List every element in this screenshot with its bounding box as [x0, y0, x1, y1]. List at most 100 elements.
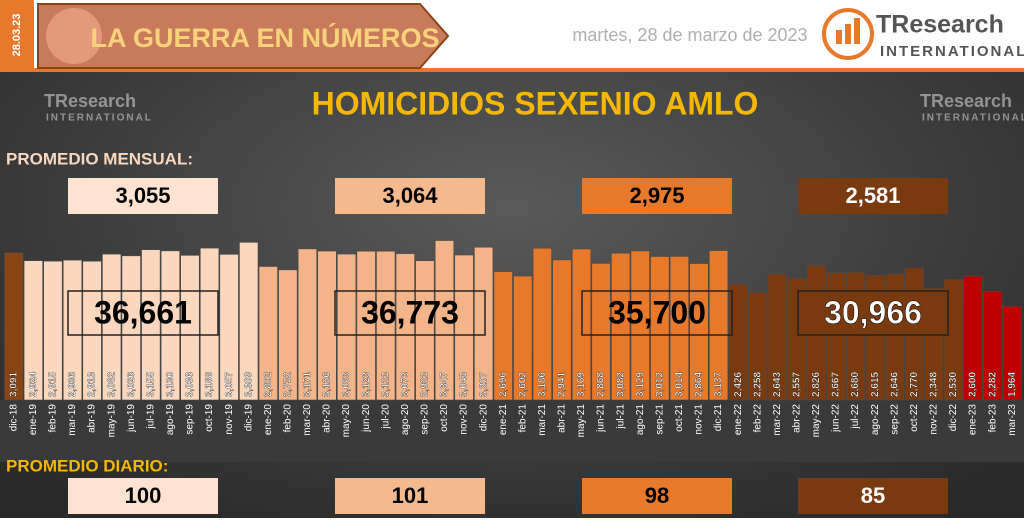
value-label: 2,426 — [733, 372, 744, 397]
x-tick-label: abr-20 — [322, 404, 333, 433]
banner-shape — [37, 3, 450, 69]
value-label: 2,615 — [870, 372, 881, 397]
monthly-value: 2,581 — [845, 183, 900, 208]
value-label: 3,057 — [224, 372, 235, 397]
x-tick-label: dic-22 — [948, 404, 959, 432]
x-tick-label: oct-22 — [909, 404, 920, 432]
logo-bar — [836, 30, 842, 44]
value-label: 2,600 — [968, 372, 979, 397]
x-tick-label: abr-22 — [792, 404, 803, 433]
total-value: 30,966 — [824, 294, 922, 330]
value-label: 2,941 — [557, 372, 568, 397]
value-label: 2,530 — [948, 372, 959, 397]
value-label: 2,826 — [811, 372, 822, 397]
monthly-value: 2,975 — [629, 183, 684, 208]
value-label: 3,129 — [635, 372, 646, 397]
monthly-box — [582, 178, 732, 214]
x-tick-label: abr-19 — [87, 404, 98, 433]
daily-box — [798, 478, 948, 514]
value-label: 2,680 — [850, 372, 861, 397]
value-label: 2,802 — [263, 372, 274, 397]
x-tick-label: sep-20 — [420, 404, 431, 435]
value-label: 2,868 — [596, 372, 607, 397]
bar — [82, 260, 102, 401]
logo-text: TResearch — [876, 11, 1004, 39]
total-value: 36,773 — [361, 294, 459, 330]
value-label: 3,091 — [8, 372, 19, 397]
watermark-sub: INTERNATIONAL — [922, 113, 1024, 124]
bar — [43, 260, 63, 401]
value-label: 3,169 — [576, 372, 587, 397]
value-label: 1,964 — [1007, 372, 1018, 397]
bar — [160, 250, 180, 401]
total-box — [67, 290, 219, 336]
watermark-text: TResearch — [44, 91, 136, 111]
banner-emblem — [46, 8, 102, 64]
x-tick-label: abr-21 — [557, 404, 568, 433]
bar — [278, 269, 298, 401]
monthly-value: 3,064 — [382, 183, 438, 208]
bar — [297, 248, 318, 401]
x-tick-label: sep-19 — [185, 404, 196, 435]
monthly-box — [335, 178, 485, 214]
value-label: 2,557 — [792, 372, 803, 397]
x-tick-label: ene-19 — [28, 404, 39, 436]
value-label: 2,667 — [831, 372, 842, 397]
x-tick-label: jun-22 — [831, 404, 842, 433]
value-label: 3,155 — [145, 372, 156, 397]
value-label: 3,082 — [615, 372, 626, 397]
bar — [493, 271, 513, 401]
value-label: 2,282 — [987, 372, 998, 397]
value-label: 2,770 — [909, 372, 920, 397]
x-tick-label: ene-21 — [498, 404, 509, 436]
x-tick-label: jul-21 — [615, 404, 626, 430]
x-tick-label: mar-19 — [67, 404, 78, 436]
logo-bar — [845, 24, 851, 44]
x-tick-label: jul-19 — [145, 404, 156, 430]
x-tick-label: may-22 — [811, 404, 822, 438]
value-label: 3,123 — [380, 372, 391, 397]
value-label: 3,207 — [478, 372, 489, 397]
value-label: 3,063 — [341, 372, 352, 397]
x-tick-label: may-20 — [341, 404, 352, 438]
value-label: 3,073 — [400, 372, 411, 397]
bar — [23, 260, 43, 401]
x-tick-label: feb-22 — [752, 404, 763, 433]
value-label: 2,646 — [889, 372, 900, 397]
x-tick-label: jun-20 — [361, 404, 372, 433]
bar — [376, 250, 396, 401]
value-label: 2,696 — [498, 372, 509, 397]
value-label: 2,936 — [67, 372, 78, 397]
x-tick-label: nov-20 — [459, 404, 470, 435]
value-label: 3,026 — [126, 372, 137, 397]
x-tick-label: mar-20 — [302, 404, 313, 436]
logo-sub: INTERNATIONAL — [880, 43, 1024, 60]
summary-boxes: 3,055 36,661 100 3,064 36,773 101 2,975 35,700 9… — [67, 178, 949, 514]
daily-value: 98 — [645, 483, 669, 508]
value-label: 2,348 — [929, 372, 940, 397]
bars: 3,091 dic-18 2,924 ene-19 2,915 feb-19 2,936 ma… — [4, 240, 1022, 438]
daily-label: PROMEDIO DIARIO: — [6, 456, 168, 475]
x-tick-label: may-19 — [106, 404, 117, 438]
watermark-right: TResearch INTERNATIONAL — [920, 91, 1024, 124]
total-box — [334, 290, 486, 336]
bar — [513, 275, 533, 401]
monthly-value: 3,055 — [115, 183, 170, 208]
watermark-sub: INTERNATIONAL — [46, 113, 153, 124]
bar — [4, 252, 24, 401]
value-label: 2,924 — [28, 372, 39, 397]
x-tick-label: dic-21 — [713, 404, 724, 432]
value-label: 3,036 — [185, 372, 196, 397]
value-label: 2,923 — [420, 372, 431, 397]
daily-value: 101 — [392, 483, 429, 508]
x-tick-label: oct-19 — [204, 404, 215, 432]
value-label: 3,137 — [713, 372, 724, 397]
bar — [415, 260, 435, 401]
value-label: 2,258 — [752, 372, 763, 397]
bar — [199, 247, 220, 401]
x-tick-label: feb-19 — [48, 404, 59, 433]
x-tick-label: nov-22 — [929, 404, 940, 435]
bar — [434, 240, 455, 401]
header-rule — [0, 68, 1024, 72]
